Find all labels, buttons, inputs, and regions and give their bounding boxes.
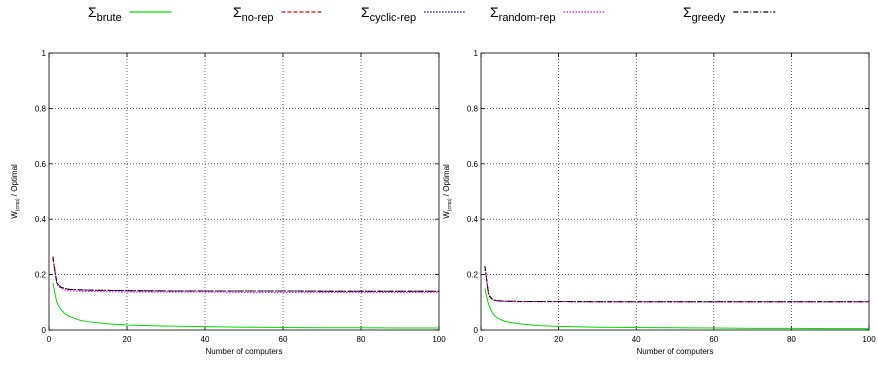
series-line-no-rep bbox=[52, 257, 439, 292]
series-line-cyclic-rep bbox=[484, 266, 869, 303]
legend-entry-no-rep: Σno-rep bbox=[233, 4, 324, 24]
grid bbox=[481, 53, 869, 330]
series-line-cyclic-rep bbox=[52, 257, 439, 292]
x-tick-label: 0 bbox=[47, 335, 52, 344]
x-tick-label: 60 bbox=[709, 335, 718, 344]
y-tick-label: 1 bbox=[42, 49, 47, 58]
y-tick-label: 1 bbox=[474, 49, 479, 58]
x-tick-label: 40 bbox=[632, 335, 641, 344]
legend-entry-random-rep: Σrandom-rep bbox=[490, 4, 606, 24]
series-line-brute bbox=[52, 282, 439, 329]
y-tick-label: 0.4 bbox=[35, 215, 47, 224]
x-tick-label: 60 bbox=[279, 335, 288, 344]
y-tick-label: 0.2 bbox=[35, 271, 47, 280]
series-line-random-rep bbox=[484, 266, 869, 303]
y-tick-label: 0 bbox=[474, 326, 479, 335]
legend-label: Σno-rep bbox=[233, 4, 273, 24]
x-tick-label: 20 bbox=[554, 335, 563, 344]
y-tick-label: 0.8 bbox=[467, 104, 479, 113]
y-tick-label: 0.6 bbox=[35, 160, 47, 169]
x-tick-label: 40 bbox=[201, 335, 210, 344]
legend-label: Σgreedy bbox=[683, 4, 726, 24]
series-line-no-rep bbox=[484, 266, 869, 303]
x-tick-label: 80 bbox=[357, 335, 366, 344]
y-tick-label: 0.6 bbox=[467, 160, 479, 169]
legend-label: Σbrute bbox=[88, 4, 122, 24]
x-tick-label: 100 bbox=[862, 335, 876, 344]
plot-frame bbox=[48, 52, 440, 331]
legend: Σbrute Σno-rep Σcyclic-rep Σrandom-rep Σgree… bbox=[88, 4, 776, 24]
x-axis-label: Number of computers bbox=[206, 347, 283, 356]
series-line-random-rep bbox=[52, 257, 439, 293]
y-tick-label: 0.2 bbox=[467, 271, 479, 280]
series-group bbox=[52, 256, 439, 329]
legend-entry-brute: Σbrute bbox=[88, 4, 172, 24]
series-line-brute bbox=[484, 288, 869, 330]
series-line-greedy bbox=[484, 266, 869, 303]
series-group bbox=[484, 266, 869, 330]
legend-entry-greedy: Σgreedy bbox=[683, 4, 776, 24]
y-tick-label: 0.4 bbox=[467, 215, 479, 224]
series-line-greedy bbox=[52, 256, 439, 292]
x-tick-label: 80 bbox=[787, 335, 796, 344]
x-tick-label: 100 bbox=[432, 335, 446, 344]
plot-right: 0 20 40 60 80 100 0 0.2 0.4 0.6 0.8 1 Number of comp… bbox=[442, 49, 876, 356]
legend-entry-cyclic-rep: Σcyclic-rep bbox=[361, 4, 467, 24]
legend-label: Σrandom-rep bbox=[490, 4, 556, 24]
y-tick-label: 0 bbox=[42, 326, 47, 335]
legend-label: Σcyclic-rep bbox=[361, 4, 416, 24]
y-axis-label: W(cmp) / Optimal bbox=[10, 164, 21, 219]
y-axis-label: W(cmp) / Optimal bbox=[442, 164, 453, 219]
x-tick-label: 0 bbox=[479, 335, 484, 344]
x-axis-label: Number of computers bbox=[637, 347, 714, 356]
x-tick-label: 20 bbox=[123, 335, 132, 344]
plot-frame bbox=[480, 52, 870, 331]
y-tick-label: 0.8 bbox=[35, 104, 47, 113]
plot-left: 0 20 40 60 80 100 0 0.2 0.4 0.6 0.8 1 Number of comp… bbox=[10, 49, 446, 356]
grid bbox=[49, 53, 439, 330]
